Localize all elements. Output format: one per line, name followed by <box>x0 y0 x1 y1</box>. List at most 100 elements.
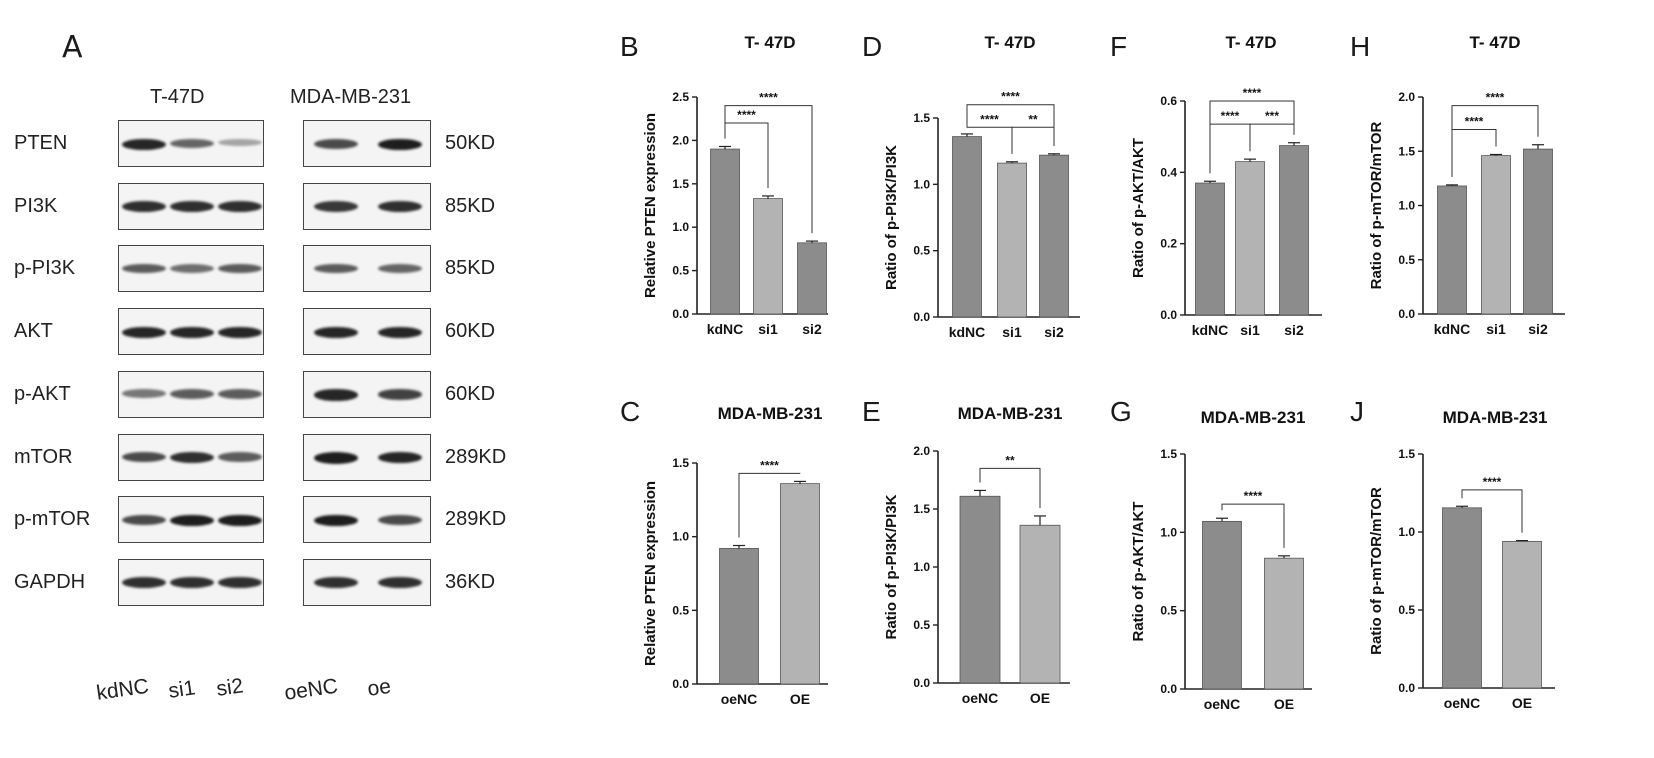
significance-label: **** <box>1001 90 1020 104</box>
x-tick-label: si2 <box>1044 324 1064 340</box>
protein-band <box>314 326 358 338</box>
significance-label: **** <box>1486 91 1505 105</box>
bar-si1 <box>1235 161 1265 316</box>
significance-bracket <box>1451 105 1539 177</box>
y-tick-label: 2.0 <box>913 444 930 458</box>
y-tick-label: 0.5 <box>672 603 689 617</box>
x-tick-label: si2 <box>1284 322 1304 338</box>
protein-band <box>170 452 214 464</box>
x-tick-label: kdNC <box>949 324 986 340</box>
y-tick-label: 2.0 <box>1398 90 1415 104</box>
significance-label: *** <box>1265 109 1279 123</box>
bar-oe <box>780 483 820 685</box>
x-tick-label: si1 <box>1240 322 1260 338</box>
blot-image-left <box>118 370 264 418</box>
y-tick-label: 1.5 <box>913 111 930 125</box>
panel-letter-c: C <box>620 396 640 427</box>
y-axis-label: Ratio of p-PI3K/PI3K <box>883 145 900 290</box>
protein-label: p-PI3K <box>14 257 76 280</box>
x-tick-label: oeNC <box>1444 695 1481 711</box>
y-tick-label: 0.5 <box>1398 253 1415 267</box>
protein-band <box>218 326 262 338</box>
panel-a-western-blot: A T-47D MDA-MB-231 PTEN 50KD PI3K 85KD p-PI3… <box>0 0 560 758</box>
panel-letter-f: F <box>1110 31 1127 62</box>
blot-image-right <box>303 370 431 418</box>
chart-title: MDA-MB-231 <box>958 404 1063 423</box>
significance-label: ** <box>1028 112 1038 126</box>
significance-bracket <box>724 105 813 234</box>
y-tick-label: 1.0 <box>913 560 930 574</box>
protein-band <box>218 514 262 527</box>
protein-band <box>122 452 166 463</box>
blot-image-right <box>303 433 431 481</box>
protein-band <box>170 577 214 589</box>
protein-band <box>170 326 214 338</box>
protein-band <box>122 326 166 338</box>
y-tick-label: 1.5 <box>672 177 689 191</box>
protein-band <box>122 201 166 213</box>
bar-oe <box>1264 557 1304 690</box>
significance-label: **** <box>759 91 778 105</box>
protein-label: PI3K <box>14 194 58 217</box>
blot-image-left <box>118 120 264 167</box>
y-tick-label: 0.0 <box>1160 682 1177 696</box>
protein-band <box>378 201 422 213</box>
protein-band <box>314 263 358 274</box>
chart-title: T- 47D <box>744 33 795 52</box>
protein-label: p-AKT <box>14 382 71 405</box>
x-tick-label: si1 <box>758 321 778 337</box>
y-tick-label: 0.5 <box>1398 603 1415 617</box>
bar-oe <box>1019 524 1061 684</box>
y-tick-label: 0.0 <box>913 310 930 324</box>
y-tick-label: 0.5 <box>913 618 930 632</box>
y-tick-label: 0.0 <box>1398 681 1415 695</box>
protein-label: AKT <box>14 320 53 343</box>
y-tick-label: 0.5 <box>672 264 689 278</box>
protein-band <box>170 263 214 273</box>
y-tick-label: 0.5 <box>913 244 930 258</box>
significance-label: **** <box>760 458 779 472</box>
y-tick-label: 1.5 <box>1398 144 1415 158</box>
protein-band <box>314 389 358 401</box>
x-tick-label: si1 <box>1002 324 1022 340</box>
significance-label: **** <box>1221 109 1240 123</box>
bar-si1 <box>753 198 783 315</box>
protein-label: p-mTOR <box>14 508 91 531</box>
panel-letter-g: G <box>1110 396 1132 427</box>
y-axis-label: Ratio of p-AKT/AKT <box>1130 502 1147 642</box>
chart-title: MDA-MB-231 <box>1443 408 1548 427</box>
protein-band <box>170 514 214 527</box>
protein-band <box>314 201 358 212</box>
bar-kdnc <box>1195 182 1225 316</box>
bar-si2 <box>1039 154 1069 318</box>
y-tick-label: 0.2 <box>1160 237 1177 251</box>
protein-band <box>378 138 422 151</box>
chart-title: MDA-MB-231 <box>718 404 823 423</box>
protein-band <box>378 263 422 274</box>
protein-band <box>378 577 422 589</box>
bar-oenc <box>1442 507 1482 689</box>
molecular-weight-label: 85KD <box>445 257 496 280</box>
panel-letter-b: B <box>620 31 639 62</box>
molecular-weight-label: 85KD <box>445 194 496 217</box>
x-tick-label: oeNC <box>1204 696 1241 712</box>
protein-band <box>170 201 214 213</box>
bar-kdnc <box>1437 185 1467 315</box>
y-tick-label: 1.0 <box>1160 525 1177 539</box>
protein-band <box>378 326 422 338</box>
panel-letter-a: A <box>62 30 83 65</box>
x-tick-label: si2 <box>1528 321 1548 337</box>
protein-band <box>170 389 214 399</box>
protein-label: GAPDH <box>14 570 86 593</box>
protein-band <box>314 452 358 464</box>
chart-title: T- 47D <box>1225 33 1276 52</box>
panel-letter-j: J <box>1350 396 1364 427</box>
y-tick-label: 1.0 <box>1398 525 1415 539</box>
significance-label: **** <box>1243 86 1262 100</box>
protein-band <box>314 138 358 149</box>
protein-band <box>378 514 422 525</box>
bar-si2 <box>1523 148 1553 315</box>
blot-image-left <box>118 558 264 606</box>
x-tick-label: OE <box>1030 690 1050 706</box>
blot-image-right <box>303 182 431 230</box>
